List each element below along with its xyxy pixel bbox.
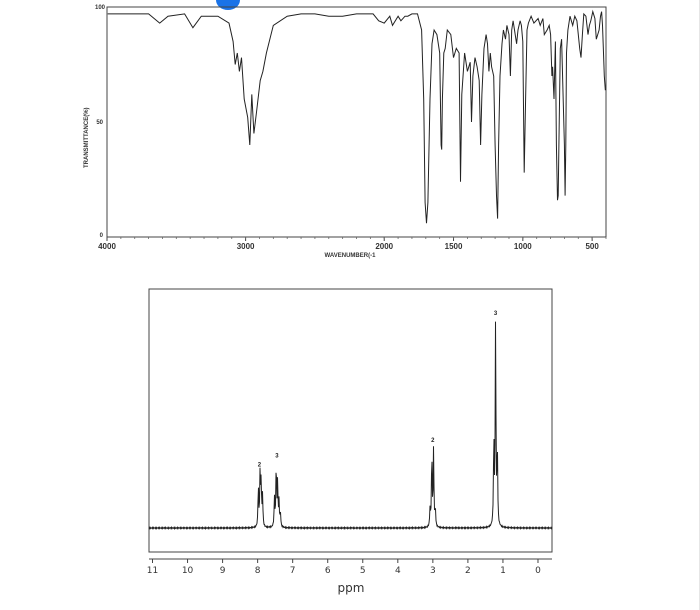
ir-x-tick-label: 2000 <box>375 242 393 251</box>
nmr-x-tick-label: 11 <box>147 566 158 576</box>
ir-x-minor-ticks <box>120 237 607 239</box>
nmr-integration-label: 2 <box>258 462 262 468</box>
ir-x-tick-label: 500 <box>585 242 599 251</box>
ir-plot-frame <box>106 6 607 238</box>
ir-y-tick-top: 100 <box>95 5 106 11</box>
ir-x-tick-label: 1500 <box>445 242 463 251</box>
ir-x-axis-label: WAVENUMBER(-1 <box>325 253 377 259</box>
ir-x-tick-label: 4000 <box>98 242 116 251</box>
nmr-x-tick-label: 5 <box>360 566 366 576</box>
nmr-plot-frame <box>148 288 553 553</box>
ir-x-tick-label: 1000 <box>514 242 532 251</box>
blue-record-dot-icon <box>216 0 240 10</box>
nmr-x-tick-label: 0 <box>535 566 541 576</box>
nmr-x-tick-label: 1 <box>500 566 506 576</box>
nmr-x-tick-label: 7 <box>290 566 296 576</box>
nmr-integration-label: 2 <box>431 438 435 444</box>
nmr-x-tick-label: 6 <box>325 566 331 576</box>
nmr-integration-labels: 2 3 2 3 <box>258 311 498 469</box>
nmr-x-tick-label: 3 <box>430 566 436 576</box>
nmr-x-tick-label: 2 <box>465 566 471 576</box>
ir-spectrum-trace <box>107 9 606 224</box>
nmr-x-tick-labels: 11 10 9 8 7 6 5 4 3 2 1 0 <box>147 559 541 576</box>
ir-y-tick-mid: 50 <box>96 120 103 126</box>
nmr-integration-label: 3 <box>494 311 498 317</box>
nmr-x-axis-label: ppm <box>338 581 365 595</box>
nmr-x-tick-label: 10 <box>182 566 194 576</box>
nmr-x-tick-label: 4 <box>395 566 401 576</box>
nmr-x-tick-label: 8 <box>255 566 261 576</box>
ir-y-tick-bottom: 0 <box>100 233 104 239</box>
ir-x-tick-labels: 4000 3000 2000 1500 1000 500 <box>98 237 599 251</box>
nmr-integration-label: 3 <box>275 454 279 460</box>
ir-y-axis-label: TRANSMITTANCE(%) <box>84 107 90 168</box>
ir-x-tick-label: 3000 <box>237 242 255 251</box>
nmr-spectrum-trace <box>148 321 553 531</box>
nmr-x-tick-label: 9 <box>220 566 226 576</box>
